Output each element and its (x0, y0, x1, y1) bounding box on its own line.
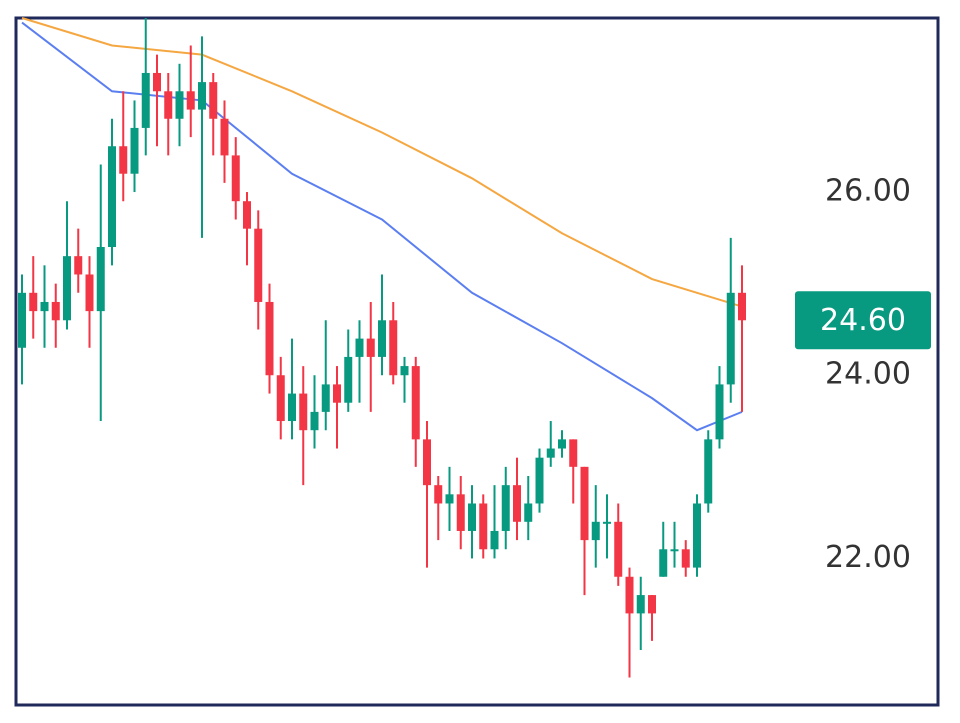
candle-body (681, 549, 690, 568)
candle-body (51, 301, 60, 321)
candle-body (198, 82, 206, 110)
candle-body (153, 72, 161, 92)
candle-body (423, 439, 431, 486)
candle-body (74, 256, 83, 275)
candle-body (715, 384, 724, 440)
candle-body (40, 301, 49, 312)
candle-body (693, 503, 701, 568)
candle-body (648, 595, 656, 614)
candle-body (625, 576, 634, 614)
candle-body (569, 439, 578, 467)
candle-body (603, 521, 611, 524)
candle-body (738, 292, 746, 321)
candle-body (175, 91, 184, 119)
candle-body (18, 292, 26, 348)
candle-body (468, 503, 476, 531)
candle-body (63, 256, 71, 321)
candle-body (704, 439, 713, 504)
candle-body (389, 320, 398, 376)
candle-body (535, 457, 544, 504)
candle-body (456, 494, 465, 531)
candle-body (243, 201, 251, 229)
candle-body (355, 338, 364, 357)
candle-body (400, 366, 409, 376)
candle-body (591, 521, 600, 541)
candle-body (434, 485, 443, 504)
y-tick-label: 26.00 (825, 174, 911, 209)
candle-body (231, 155, 240, 202)
candle-body (378, 320, 386, 357)
candle-body (288, 393, 296, 422)
candle-body (501, 485, 510, 531)
candle-body (321, 384, 330, 412)
candle-body (186, 91, 195, 110)
candle-body (490, 530, 499, 550)
price-badge (795, 291, 931, 350)
candle-body (344, 356, 353, 403)
candle-body (513, 485, 521, 522)
price-label: 24.60 (820, 303, 906, 338)
candle-body (445, 494, 454, 504)
candle-body (310, 411, 319, 431)
candle-body (96, 247, 105, 312)
candle-body (85, 274, 94, 312)
candle-body (164, 91, 173, 119)
candle-body (254, 228, 263, 302)
y-tick-label: 22.00 (825, 540, 911, 575)
candle-body (333, 384, 341, 403)
candle-body (265, 301, 274, 376)
candle-body (479, 503, 488, 550)
candle-body (29, 292, 38, 312)
frame (14, 16, 940, 707)
candle-body (726, 292, 735, 385)
candle-body (546, 448, 555, 458)
candle-body (524, 503, 533, 522)
candle-body (119, 146, 128, 174)
candle-body (276, 375, 285, 422)
candle-body (366, 338, 375, 357)
candle-body (659, 549, 668, 577)
moving-average-line (21, 17, 743, 308)
candle-body (636, 595, 645, 614)
y-tick-label: 24.00 (825, 357, 911, 392)
candle-body (141, 72, 150, 128)
candle-body (558, 439, 566, 449)
candle-body (220, 118, 229, 156)
candle-body (580, 466, 589, 541)
candle-body (670, 549, 679, 552)
candle-body (108, 146, 116, 247)
candle-body (130, 127, 139, 174)
candle-body (614, 521, 623, 577)
candle-body (411, 366, 420, 440)
candle-body (209, 82, 218, 119)
candle-body (299, 393, 308, 431)
